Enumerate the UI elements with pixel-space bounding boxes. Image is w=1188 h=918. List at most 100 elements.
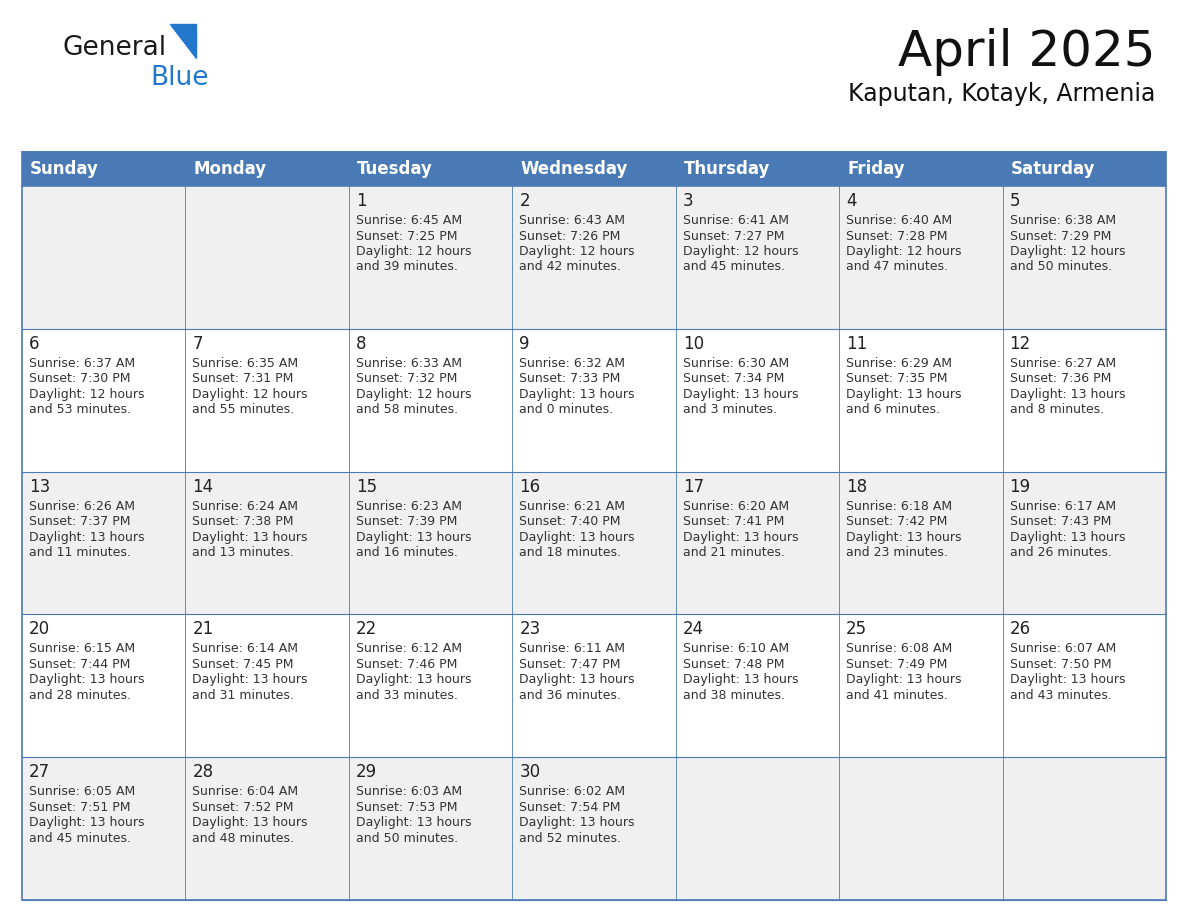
FancyBboxPatch shape: [839, 152, 1003, 186]
Text: Daylight: 13 hours: Daylight: 13 hours: [519, 816, 634, 829]
Text: Sunrise: 6:21 AM: Sunrise: 6:21 AM: [519, 499, 625, 512]
Text: Sunset: 7:33 PM: Sunset: 7:33 PM: [519, 373, 620, 386]
Text: and 11 minutes.: and 11 minutes.: [29, 546, 131, 559]
Text: 20: 20: [29, 621, 50, 638]
Text: Sunset: 7:25 PM: Sunset: 7:25 PM: [356, 230, 457, 242]
Text: and 33 minutes.: and 33 minutes.: [356, 688, 457, 702]
Text: 15: 15: [356, 477, 377, 496]
FancyBboxPatch shape: [349, 186, 512, 329]
Text: Daylight: 13 hours: Daylight: 13 hours: [683, 531, 798, 543]
Text: Sunset: 7:43 PM: Sunset: 7:43 PM: [1010, 515, 1111, 528]
Text: Sunset: 7:52 PM: Sunset: 7:52 PM: [192, 800, 293, 813]
Text: 18: 18: [846, 477, 867, 496]
Text: Sunrise: 6:43 AM: Sunrise: 6:43 AM: [519, 214, 625, 227]
Text: Daylight: 13 hours: Daylight: 13 hours: [846, 531, 961, 543]
Text: April 2025: April 2025: [897, 28, 1155, 76]
Text: Daylight: 13 hours: Daylight: 13 hours: [29, 674, 145, 687]
Text: Daylight: 12 hours: Daylight: 12 hours: [356, 245, 472, 258]
Text: Sunrise: 6:11 AM: Sunrise: 6:11 AM: [519, 643, 625, 655]
Text: Sunset: 7:51 PM: Sunset: 7:51 PM: [29, 800, 131, 813]
FancyBboxPatch shape: [23, 614, 185, 757]
Text: 29: 29: [356, 763, 377, 781]
Text: 12: 12: [1010, 335, 1031, 353]
Text: and 47 minutes.: and 47 minutes.: [846, 261, 948, 274]
Text: 30: 30: [519, 763, 541, 781]
FancyBboxPatch shape: [23, 152, 185, 186]
Text: Blue: Blue: [150, 65, 209, 91]
Text: Sunrise: 6:29 AM: Sunrise: 6:29 AM: [846, 357, 952, 370]
Text: Daylight: 13 hours: Daylight: 13 hours: [519, 531, 634, 543]
Text: Daylight: 12 hours: Daylight: 12 hours: [192, 387, 308, 401]
Text: Sunrise: 6:32 AM: Sunrise: 6:32 AM: [519, 357, 625, 370]
Text: and 8 minutes.: and 8 minutes.: [1010, 403, 1104, 416]
Text: Sunset: 7:49 PM: Sunset: 7:49 PM: [846, 658, 948, 671]
Text: Sunset: 7:29 PM: Sunset: 7:29 PM: [1010, 230, 1111, 242]
Text: Sunset: 7:28 PM: Sunset: 7:28 PM: [846, 230, 948, 242]
Text: and 18 minutes.: and 18 minutes.: [519, 546, 621, 559]
Text: and 16 minutes.: and 16 minutes.: [356, 546, 457, 559]
Text: Sunrise: 6:23 AM: Sunrise: 6:23 AM: [356, 499, 462, 512]
Text: Sunset: 7:45 PM: Sunset: 7:45 PM: [192, 658, 293, 671]
Text: Sunset: 7:44 PM: Sunset: 7:44 PM: [29, 658, 131, 671]
Text: and 0 minutes.: and 0 minutes.: [519, 403, 613, 416]
Text: Sunrise: 6:07 AM: Sunrise: 6:07 AM: [1010, 643, 1116, 655]
Text: Sunrise: 6:02 AM: Sunrise: 6:02 AM: [519, 785, 625, 798]
Text: Sunrise: 6:27 AM: Sunrise: 6:27 AM: [1010, 357, 1116, 370]
Text: Sunday: Sunday: [30, 160, 99, 178]
Text: 6: 6: [29, 335, 39, 353]
FancyBboxPatch shape: [185, 757, 349, 900]
Text: and 45 minutes.: and 45 minutes.: [683, 261, 785, 274]
FancyBboxPatch shape: [512, 757, 676, 900]
Text: Sunset: 7:30 PM: Sunset: 7:30 PM: [29, 373, 131, 386]
Text: Daylight: 13 hours: Daylight: 13 hours: [846, 387, 961, 401]
Text: Sunset: 7:50 PM: Sunset: 7:50 PM: [1010, 658, 1111, 671]
Text: Daylight: 12 hours: Daylight: 12 hours: [29, 387, 145, 401]
Text: Daylight: 13 hours: Daylight: 13 hours: [192, 816, 308, 829]
Text: Daylight: 13 hours: Daylight: 13 hours: [846, 674, 961, 687]
FancyBboxPatch shape: [1003, 757, 1165, 900]
Text: Sunrise: 6:05 AM: Sunrise: 6:05 AM: [29, 785, 135, 798]
Text: Daylight: 12 hours: Daylight: 12 hours: [846, 245, 961, 258]
Text: and 6 minutes.: and 6 minutes.: [846, 403, 940, 416]
Text: Monday: Monday: [194, 160, 266, 178]
Text: Sunrise: 6:14 AM: Sunrise: 6:14 AM: [192, 643, 298, 655]
Text: Sunrise: 6:15 AM: Sunrise: 6:15 AM: [29, 643, 135, 655]
Text: Sunset: 7:32 PM: Sunset: 7:32 PM: [356, 373, 457, 386]
FancyBboxPatch shape: [23, 757, 185, 900]
Text: 27: 27: [29, 763, 50, 781]
Text: and 23 minutes.: and 23 minutes.: [846, 546, 948, 559]
Text: 3: 3: [683, 192, 694, 210]
Text: 10: 10: [683, 335, 703, 353]
Text: Sunset: 7:36 PM: Sunset: 7:36 PM: [1010, 373, 1111, 386]
FancyBboxPatch shape: [1003, 329, 1165, 472]
Text: 26: 26: [1010, 621, 1031, 638]
Text: and 13 minutes.: and 13 minutes.: [192, 546, 295, 559]
Text: Daylight: 13 hours: Daylight: 13 hours: [683, 387, 798, 401]
Text: Daylight: 12 hours: Daylight: 12 hours: [683, 245, 798, 258]
Text: Daylight: 13 hours: Daylight: 13 hours: [356, 816, 472, 829]
Text: Tuesday: Tuesday: [356, 160, 432, 178]
Text: Daylight: 13 hours: Daylight: 13 hours: [192, 674, 308, 687]
FancyBboxPatch shape: [23, 329, 185, 472]
Text: Sunrise: 6:45 AM: Sunrise: 6:45 AM: [356, 214, 462, 227]
Text: Sunrise: 6:38 AM: Sunrise: 6:38 AM: [1010, 214, 1116, 227]
Text: Daylight: 12 hours: Daylight: 12 hours: [356, 387, 472, 401]
Text: 9: 9: [519, 335, 530, 353]
Text: Sunrise: 6:26 AM: Sunrise: 6:26 AM: [29, 499, 135, 512]
Text: and 39 minutes.: and 39 minutes.: [356, 261, 457, 274]
Text: and 38 minutes.: and 38 minutes.: [683, 688, 785, 702]
Text: and 43 minutes.: and 43 minutes.: [1010, 688, 1112, 702]
FancyBboxPatch shape: [676, 614, 839, 757]
FancyBboxPatch shape: [349, 614, 512, 757]
Text: Sunset: 7:37 PM: Sunset: 7:37 PM: [29, 515, 131, 528]
Text: Friday: Friday: [847, 160, 905, 178]
FancyBboxPatch shape: [349, 472, 512, 614]
Text: Sunset: 7:35 PM: Sunset: 7:35 PM: [846, 373, 948, 386]
FancyBboxPatch shape: [23, 186, 185, 329]
Text: and 31 minutes.: and 31 minutes.: [192, 688, 295, 702]
FancyBboxPatch shape: [512, 472, 676, 614]
FancyBboxPatch shape: [185, 329, 349, 472]
Text: Daylight: 13 hours: Daylight: 13 hours: [1010, 531, 1125, 543]
Text: Daylight: 13 hours: Daylight: 13 hours: [356, 531, 472, 543]
Text: 17: 17: [683, 477, 703, 496]
